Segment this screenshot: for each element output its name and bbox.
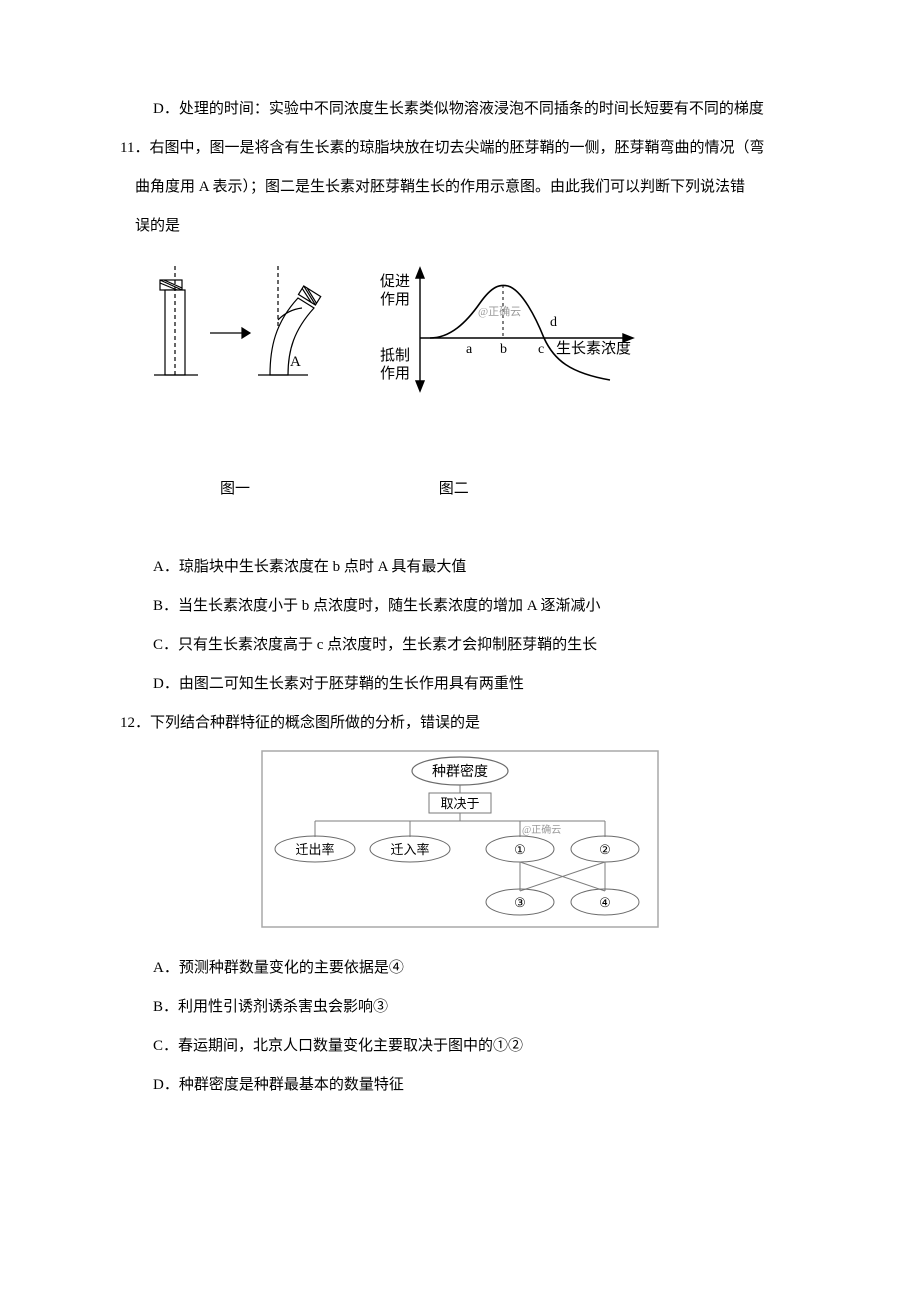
fig1-label-a: A bbox=[290, 354, 301, 370]
spacer bbox=[120, 514, 800, 548]
page: D．处理的时间：实验中不同浓度生长素类似物溶液浸泡不同插条的时间长短要有不同的梯… bbox=[0, 0, 920, 1165]
concept-svg: 种群密度 取决于 @正确云 迁出率 迁入率 ① ② bbox=[260, 749, 660, 929]
fig2-ylabel-bot-1: 抵制 bbox=[380, 347, 410, 364]
fig2-tick-c: c bbox=[538, 342, 544, 357]
fig2-tick-b: b bbox=[500, 342, 507, 357]
fig2-tick-a: a bbox=[466, 342, 473, 357]
concept-l2-0: ③ bbox=[514, 895, 526, 910]
q11-svg: A 促进 作用 抵制 作用 bbox=[150, 258, 670, 458]
q12-opt-d: D．种群密度是种群最基本的数量特征 bbox=[120, 1066, 800, 1105]
q11-opt-c: C．只有生长素浓度高于 c 点浓度时，生长素才会抑制胚芽鞘的生长 bbox=[120, 626, 800, 665]
concept-watermark: @正确云 bbox=[522, 823, 561, 836]
q10-opt-d: D．处理的时间：实验中不同浓度生长素类似物溶液浸泡不同插条的时间长短要有不同的梯… bbox=[120, 90, 800, 129]
q12-opt-c: C．春运期间，北京人口数量变化主要取决于图中的①② bbox=[120, 1027, 800, 1066]
q11-stem-line1: 11．右图中，图一是将含有生长素的琼脂块放在切去尖端的胚芽鞘的一侧，胚芽鞘弯曲的… bbox=[120, 129, 800, 168]
q11-figures: A 促进 作用 抵制 作用 bbox=[150, 258, 800, 504]
q12-concept-figure: 种群密度 取决于 @正确云 迁出率 迁入率 ① ② bbox=[120, 749, 800, 945]
q11-opt-a: A．琼脂块中生长素浓度在 b 点时 A 具有最大值 bbox=[120, 548, 800, 587]
concept-l1-2: ① bbox=[514, 842, 526, 857]
fig2-group: 促进 作用 抵制 作用 @正确云 bbox=[380, 268, 633, 391]
q11-stem-line2: 曲角度用 A 表示）；图二是生长素对胚芽鞘生长的作用示意图。由此我们可以判断下列… bbox=[120, 168, 800, 207]
fig2-ylabel-top-2: 作用 bbox=[380, 291, 410, 308]
concept-link: 取决于 bbox=[440, 796, 479, 811]
q11-stem-line3: 误的是 bbox=[120, 207, 800, 246]
q12-opt-a: A．预测种群数量变化的主要依据是④ bbox=[120, 949, 800, 988]
fig2-tick-d: d bbox=[550, 315, 557, 330]
concept-root: 种群密度 bbox=[432, 763, 488, 780]
fig2-watermark: @正确云 bbox=[478, 305, 521, 318]
q11-opt-b: B．当生长素浓度小于 b 点浓度时，随生长素浓度的增加 A 逐渐减小 bbox=[120, 587, 800, 626]
q11-opt-d: D．由图二可知生长素对于胚芽鞘的生长作用具有两重性 bbox=[120, 665, 800, 704]
concept-l1-0: 迁出率 bbox=[295, 842, 334, 857]
q12-stem: 12．下列结合种群特征的概念图所做的分析，错误的是 bbox=[120, 704, 800, 743]
fig-captions: 图一 图二 bbox=[150, 474, 800, 504]
fig1-caption: 图一 bbox=[150, 474, 320, 504]
fig2-ylabel-top-1: 促进 bbox=[380, 273, 410, 290]
fig1-group: A bbox=[154, 266, 321, 375]
fig2-caption: 图二 bbox=[324, 474, 584, 504]
concept-l1-1: 迁入率 bbox=[390, 842, 429, 857]
fig2-ylabel-bot-2: 作用 bbox=[380, 365, 410, 382]
fig2-xlabel: 生长素浓度 bbox=[556, 340, 631, 357]
q12-opt-b: B．利用性引诱剂诱杀害虫会影响③ bbox=[120, 988, 800, 1027]
concept-l2-1: ④ bbox=[599, 895, 611, 910]
concept-l1-3: ② bbox=[599, 842, 611, 857]
